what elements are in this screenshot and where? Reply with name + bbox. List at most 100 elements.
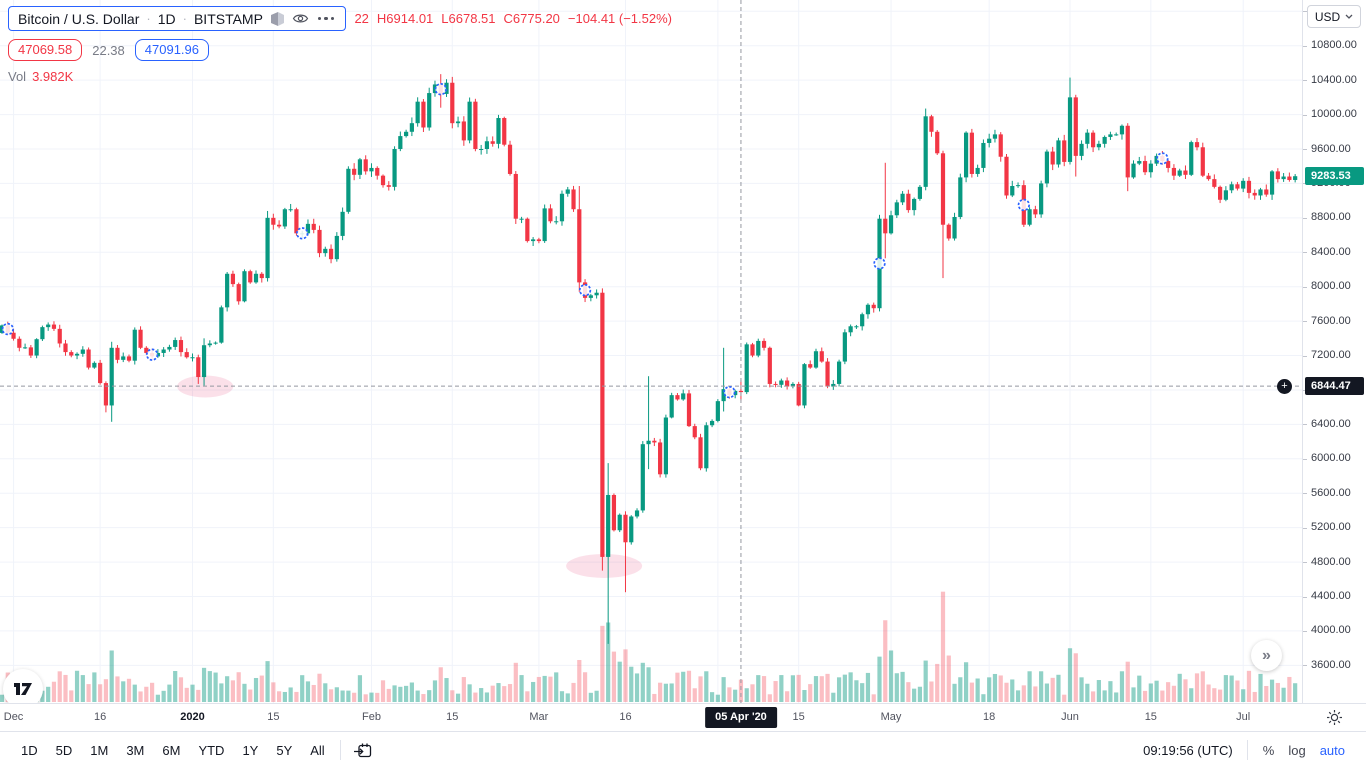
candle-marker-circle[interactable] [296, 227, 309, 240]
candle-body [328, 248, 334, 260]
candle-body [860, 314, 865, 327]
candle-body [479, 149, 484, 150]
volume-bar [507, 684, 513, 702]
volume-bar [1229, 675, 1234, 702]
grid-lines [0, 0, 1302, 703]
volume-bar [1148, 683, 1153, 702]
go-to-date-button[interactable] [349, 739, 377, 762]
eye-icon[interactable] [292, 12, 309, 25]
range-button-5y[interactable]: 5Y [269, 739, 299, 762]
volume-bar [525, 691, 530, 702]
candle-body [594, 292, 599, 296]
time-axis[interactable]: 05 Apr '20 Dec 16 2020 15 Feb 15 Mar 16 15 May 18 J… [0, 703, 1302, 731]
candle-body [519, 218, 524, 220]
axis-settings-corner [1302, 703, 1366, 731]
range-button-3m[interactable]: 3M [119, 739, 151, 762]
volume-bar [184, 687, 189, 702]
range-button-1y[interactable]: 1Y [235, 739, 265, 762]
percent-scale-button[interactable]: % [1256, 739, 1282, 762]
candle-marker-circle[interactable] [145, 348, 159, 361]
symbol-description-button[interactable]: Bitcoin / U.S. Dollar · 1D · BITSTAMP [8, 6, 347, 31]
candle-marker-circle[interactable] [1156, 152, 1169, 165]
candle-marker-circle[interactable] [723, 385, 736, 399]
candle-body [987, 138, 992, 143]
price-axis-label: 6400.00 [1311, 417, 1351, 430]
more-options-icon[interactable] [316, 16, 337, 21]
chart-legend: Bitcoin / U.S. Dollar · 1D · BITSTAMP [8, 6, 672, 84]
session-clock[interactable]: 09:19:56 (UTC) [1137, 739, 1239, 762]
volume-bar [1044, 683, 1050, 702]
candlestick-chart[interactable] [0, 0, 1302, 703]
range-button-5d[interactable]: 5D [49, 739, 80, 762]
volume-bar [640, 662, 645, 702]
volume-bar [750, 684, 755, 702]
log-scale-button[interactable]: log [1281, 739, 1312, 762]
price-axis-label: 5600.00 [1311, 486, 1351, 499]
volume-bar [952, 683, 957, 702]
candle-body [577, 209, 582, 283]
volume-bar [427, 690, 432, 702]
candle-marker-circle[interactable] [1017, 198, 1030, 212]
candle-body [761, 340, 767, 348]
date-range-buttons: 1D 5D 1M 3M 6M YTD 1Y 5Y All [14, 739, 332, 762]
range-button-all[interactable]: All [303, 739, 331, 762]
volume-bar [98, 684, 103, 702]
chart-pane[interactable]: Bitcoin / U.S. Dollar · 1D · BITSTAMP [0, 0, 1302, 703]
volume-bar [1171, 685, 1177, 702]
add-alert-plus-button[interactable]: + [1277, 378, 1292, 394]
volume-bar [1085, 683, 1090, 702]
price-axis-label: 10000.00 [1311, 108, 1357, 121]
candle-marker-circle[interactable] [578, 283, 592, 297]
candle-marker-circle[interactable] [434, 83, 447, 96]
candle-marker-circle[interactable] [1, 322, 14, 336]
volume-bar [1033, 686, 1038, 702]
alert-price-label-red[interactable]: 47069.58 [8, 39, 83, 61]
currency-dropdown[interactable]: USD [1307, 5, 1361, 28]
volume-bar [386, 688, 391, 702]
volume-bar [46, 686, 51, 702]
alert-price-label-blue[interactable]: 47091.96 [134, 39, 210, 61]
tradingview-logo[interactable] [3, 669, 43, 703]
price-axis[interactable]: USD 9283.53 6844.47 3600.00 4000.00 4400.0… [1302, 0, 1366, 731]
range-button-1m[interactable]: 1M [83, 739, 115, 762]
volume-bar [819, 676, 824, 702]
candle-body [756, 340, 761, 356]
time-axis-label: 2020 [180, 711, 205, 723]
candle-body [0, 325, 5, 333]
volume-bar [1194, 673, 1200, 702]
price-axis-label: 8400.00 [1311, 245, 1351, 258]
candle-body [531, 239, 536, 242]
candle-body [1050, 151, 1055, 165]
volume-bar [1096, 680, 1101, 702]
candle-body [617, 514, 622, 531]
gear-icon[interactable] [1326, 709, 1343, 726]
price-axis-label: 5200.00 [1311, 521, 1351, 534]
range-button-6m[interactable]: 6M [155, 739, 187, 762]
candle-body [282, 209, 287, 227]
candle-body [392, 149, 397, 187]
candle-body [74, 353, 80, 356]
candle-marker-circle[interactable] [873, 257, 886, 270]
volume-bar [196, 689, 201, 702]
volume-bar [917, 686, 923, 702]
candle-body [346, 168, 351, 212]
candle-body [1033, 209, 1038, 215]
volume-bar [606, 622, 611, 702]
separator-dot: · [182, 11, 187, 26]
candle-body [935, 131, 940, 154]
volume-bar [554, 672, 559, 702]
volume-bar [912, 688, 917, 702]
candle-body [779, 380, 784, 385]
candle-body [709, 420, 715, 426]
crosshair-date-badge: 05 Apr '20 [705, 707, 777, 728]
range-button-ytd[interactable]: YTD [191, 739, 231, 762]
highlight-drawings [177, 375, 643, 578]
auto-scale-button[interactable]: auto [1313, 739, 1352, 762]
candle-body [1137, 161, 1142, 164]
range-button-1d[interactable]: 1D [14, 739, 45, 762]
collapse-panel-button[interactable]: » [1251, 640, 1282, 671]
bitstamp-logo-icon [270, 11, 285, 27]
volume-bar [300, 675, 305, 702]
volume-bar [1102, 690, 1107, 702]
candle-body [352, 168, 357, 175]
